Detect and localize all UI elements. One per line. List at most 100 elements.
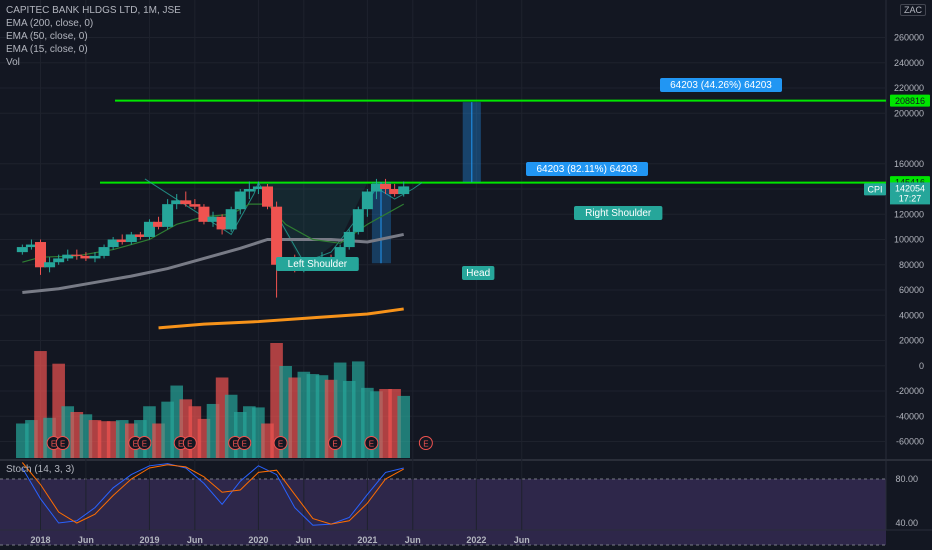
candle-body bbox=[370, 183, 382, 192]
stoch-k-line bbox=[21, 463, 404, 526]
earnings-marker-label: E bbox=[332, 440, 337, 449]
symbol-tag-bg bbox=[864, 183, 886, 196]
candle-body bbox=[98, 247, 110, 256]
candle-body bbox=[180, 200, 192, 205]
earnings-marker-label: E bbox=[369, 440, 374, 449]
countdown-tag: 17:27 bbox=[899, 193, 922, 203]
ema200-line bbox=[158, 307, 404, 330]
last-price-bg bbox=[890, 182, 930, 205]
ema200-label: EMA (200, close, 0) bbox=[6, 18, 94, 29]
time-tick: 2018 bbox=[30, 535, 50, 545]
earnings-marker-label: E bbox=[51, 440, 56, 449]
price-tick: -60000 bbox=[896, 437, 924, 447]
candle-body bbox=[80, 255, 92, 259]
candle-body bbox=[125, 234, 137, 243]
candle-body bbox=[334, 247, 346, 265]
candle-body bbox=[89, 255, 101, 259]
price-tick: 80000 bbox=[899, 260, 924, 270]
earnings-marker-label: E bbox=[242, 440, 247, 449]
hs-pattern-line bbox=[144, 178, 423, 263]
candle-body bbox=[262, 186, 273, 207]
price-tick: 160000 bbox=[894, 159, 924, 169]
candle-body bbox=[189, 204, 201, 207]
candle-body bbox=[25, 244, 37, 248]
time-tick: Jun bbox=[405, 535, 421, 545]
volume-label: Vol bbox=[6, 57, 20, 68]
time-tick: 2020 bbox=[248, 535, 268, 545]
price-tick: 40000 bbox=[899, 310, 924, 320]
right-shoulder-label: Right Shoulder bbox=[585, 208, 652, 219]
last-price-tag: 142054 bbox=[895, 183, 925, 193]
stoch-d-line bbox=[21, 462, 404, 525]
candle-body bbox=[380, 183, 392, 189]
candle-body bbox=[198, 206, 210, 222]
right-shoulder-label-bg bbox=[574, 206, 663, 220]
candle-body bbox=[116, 239, 128, 243]
time-tick: Jun bbox=[514, 535, 530, 545]
time-tick: 2019 bbox=[139, 535, 159, 545]
symbol-title: CAPITEC BANK HLDGS LTD, 1M, JSE bbox=[6, 5, 181, 16]
head-label-bg bbox=[462, 266, 495, 280]
earnings-marker bbox=[182, 436, 197, 450]
candle-body bbox=[143, 221, 155, 237]
price-tick: 20000 bbox=[899, 336, 924, 346]
candle-body bbox=[234, 191, 246, 210]
target-price-tag-bg bbox=[890, 94, 930, 107]
earnings-marker bbox=[137, 436, 152, 450]
earnings-marker bbox=[273, 436, 288, 450]
earnings-marker-label: E bbox=[60, 440, 65, 449]
currency-badge[interactable]: ZAC bbox=[900, 4, 926, 16]
time-tick: Jun bbox=[78, 535, 94, 545]
candle-body bbox=[252, 186, 264, 189]
candle-body bbox=[352, 209, 364, 232]
candle-body bbox=[35, 242, 46, 268]
volume-bar bbox=[397, 395, 410, 458]
earnings-marker-label: E bbox=[187, 440, 192, 449]
price-tick: 260000 bbox=[894, 33, 924, 43]
candle-body bbox=[361, 191, 373, 210]
price-tick: 120000 bbox=[894, 209, 924, 219]
stoch-tick: 40.00 bbox=[895, 518, 918, 528]
earnings-marker-label: E bbox=[133, 440, 138, 449]
candle-body bbox=[171, 200, 183, 205]
measure-2-label: 64203 (44.26%) 64203 bbox=[670, 80, 772, 91]
time-tick: 2022 bbox=[466, 535, 486, 545]
candle-body bbox=[225, 209, 237, 230]
stoch-tick: 80.00 bbox=[895, 474, 918, 484]
earnings-marker-label: E bbox=[233, 440, 238, 449]
ema15-label: EMA (15, close, 0) bbox=[6, 44, 88, 55]
measure-2-label-bg bbox=[660, 78, 782, 92]
chart-legend: CAPITEC BANK HLDGS LTD, 1M, JSE EMA (200… bbox=[6, 4, 181, 69]
candle-body bbox=[243, 189, 255, 192]
price-tick: 240000 bbox=[894, 58, 924, 68]
earnings-marker-label: E bbox=[423, 440, 428, 449]
candle-body bbox=[16, 247, 28, 253]
candle-body bbox=[44, 262, 56, 268]
price-tick: 60000 bbox=[899, 285, 924, 295]
candle-body bbox=[153, 221, 165, 227]
candle-body bbox=[134, 234, 146, 237]
price-tick: -20000 bbox=[896, 386, 924, 396]
price-tick: -40000 bbox=[896, 411, 924, 421]
candle-body bbox=[389, 189, 401, 195]
left-shoulder-label: Left Shoulder bbox=[288, 259, 348, 270]
earnings-marker bbox=[55, 436, 70, 450]
earnings-marker bbox=[237, 436, 252, 450]
candle-body bbox=[398, 186, 410, 195]
candle-body bbox=[162, 204, 174, 227]
stoch-band bbox=[0, 479, 886, 545]
price-tick: 220000 bbox=[894, 83, 924, 93]
price-tick: 100000 bbox=[894, 235, 924, 245]
stoch-legend: Stoch (14, 3, 3) bbox=[6, 464, 75, 475]
left-shoulder-label-bg bbox=[276, 257, 359, 271]
candle-body bbox=[216, 216, 228, 230]
time-tick: 2021 bbox=[357, 535, 377, 545]
earnings-marker bbox=[418, 436, 433, 450]
candle-body bbox=[271, 206, 283, 265]
stoch-pane bbox=[0, 462, 886, 530]
head-zone bbox=[258, 182, 368, 268]
ema50-label: EMA (50, close, 0) bbox=[6, 31, 88, 42]
candle-body bbox=[107, 239, 119, 248]
candle-body bbox=[71, 254, 83, 256]
